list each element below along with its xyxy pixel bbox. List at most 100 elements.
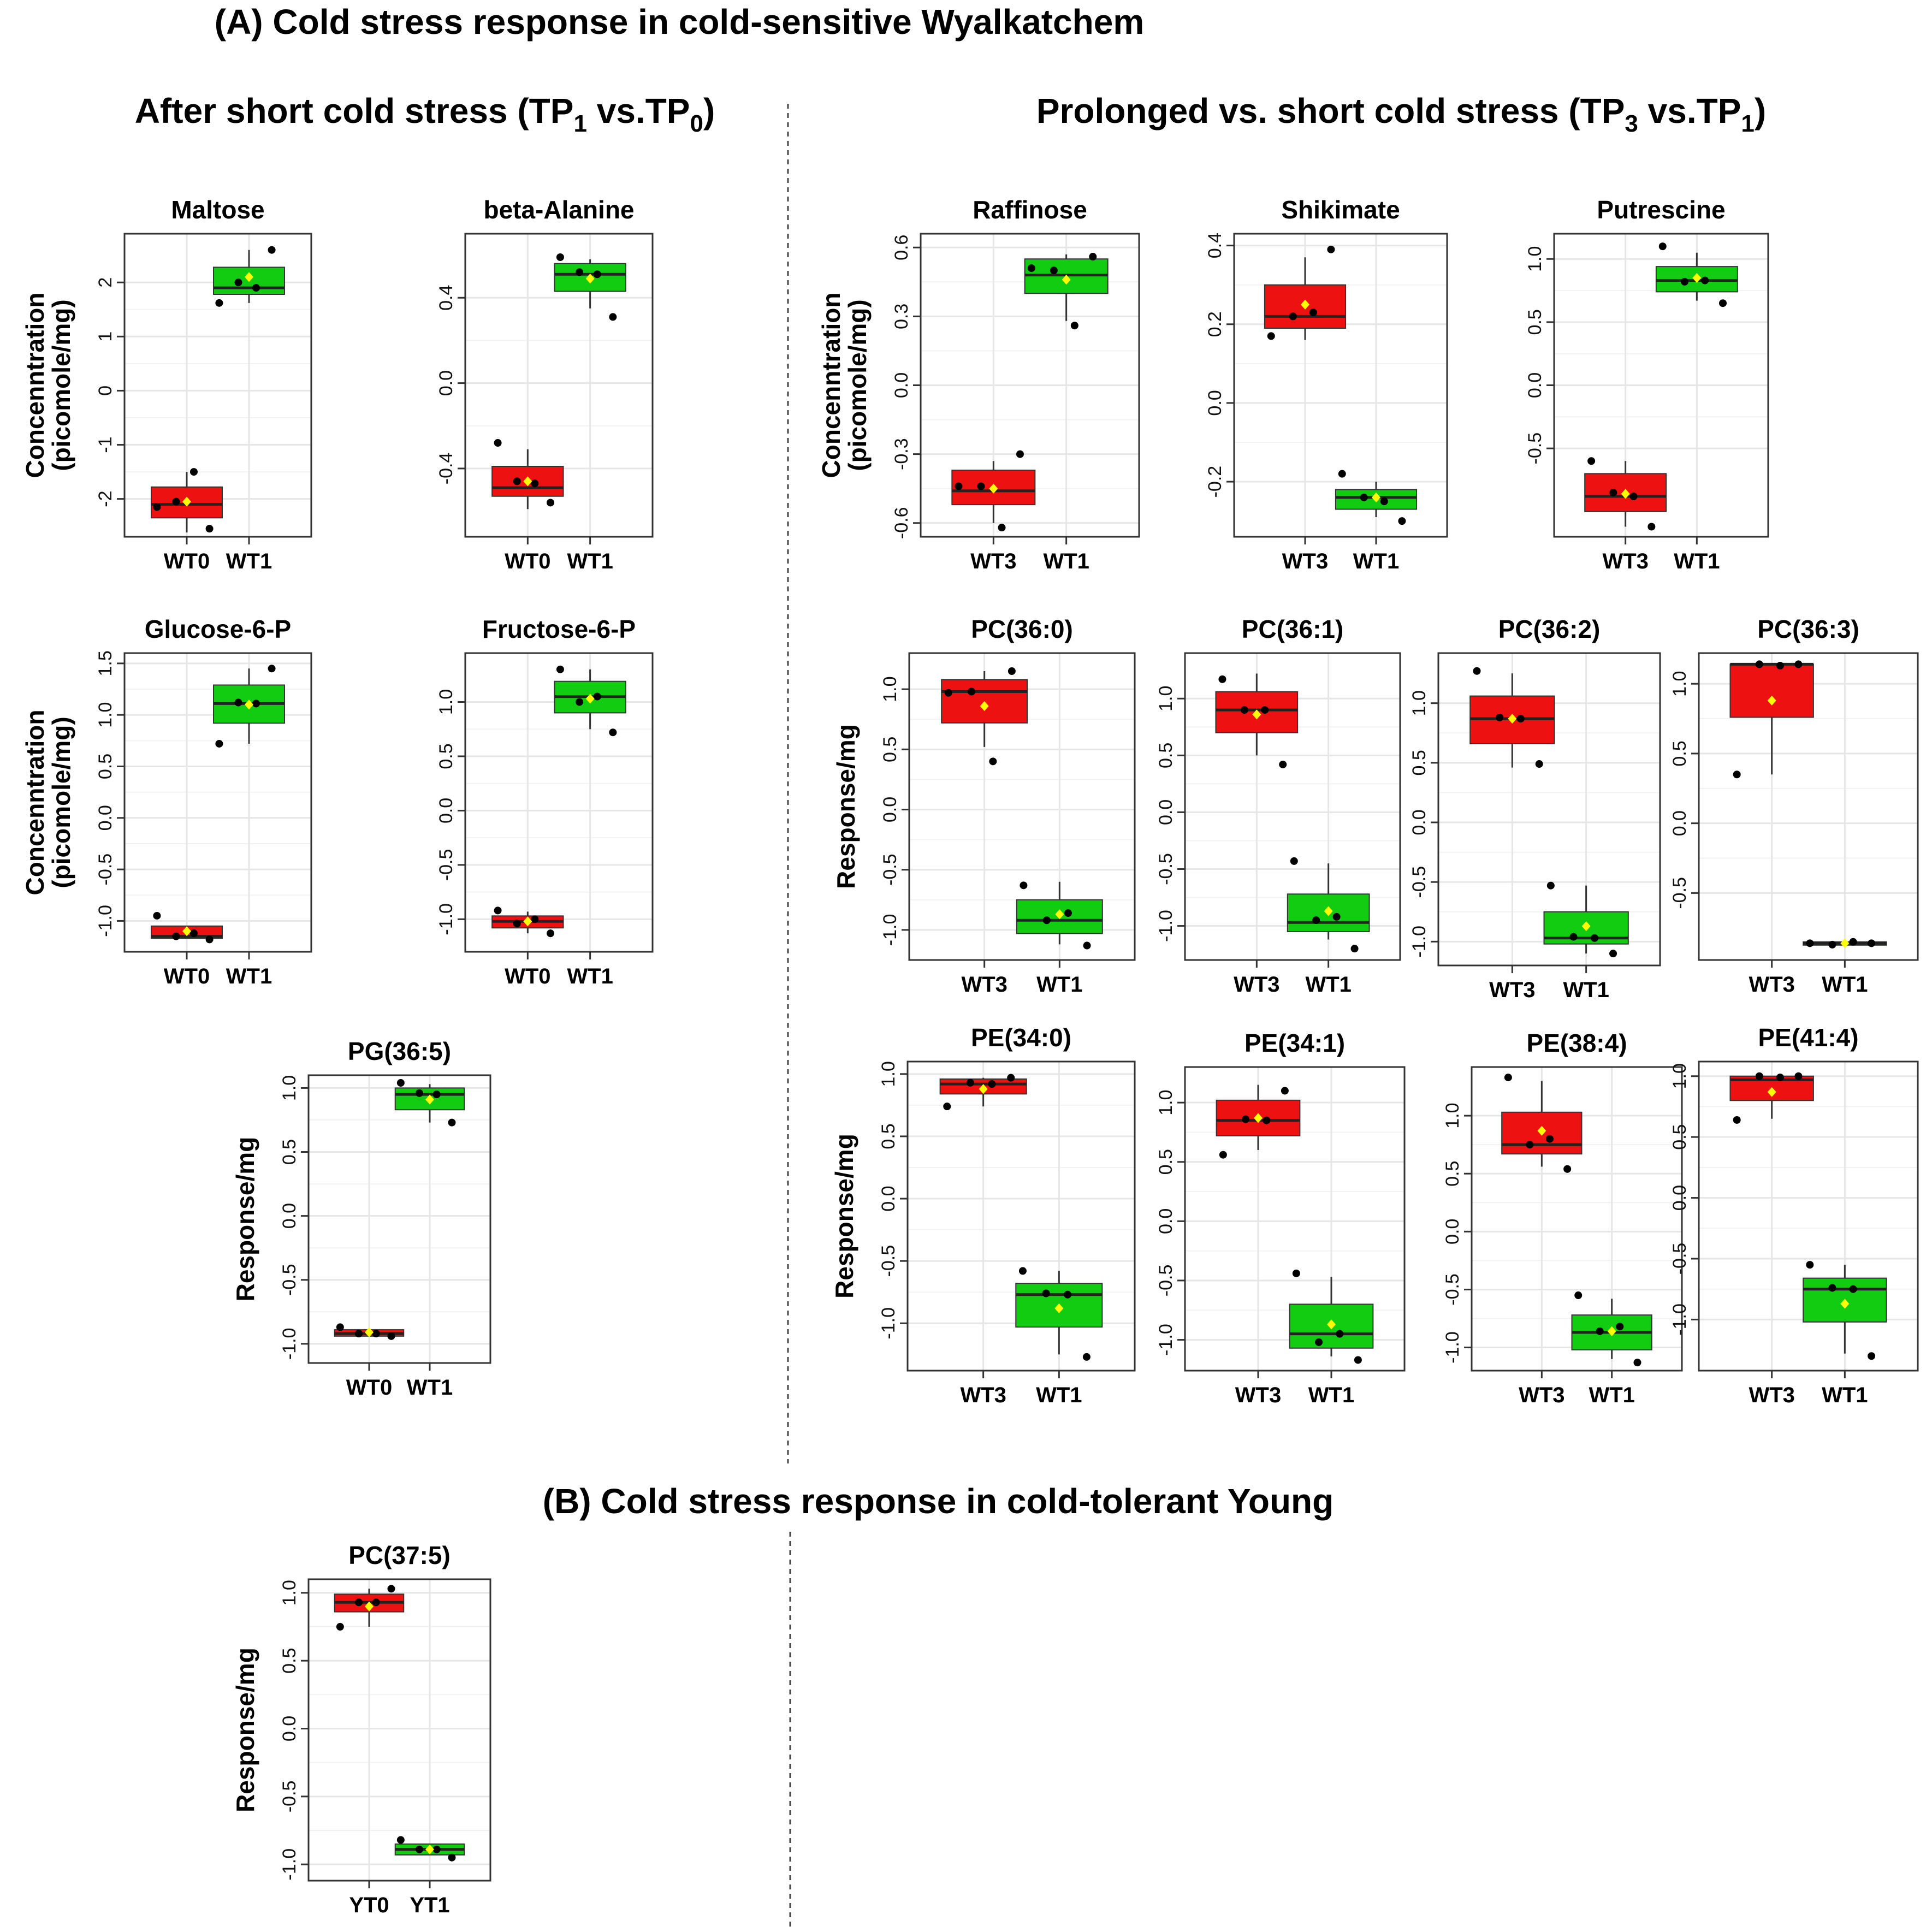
box-WT3	[1729, 660, 1814, 779]
data-point	[1616, 1323, 1624, 1331]
y-tick-label: 0.0	[1525, 372, 1545, 398]
data-point	[1083, 941, 1091, 950]
data-point	[215, 299, 223, 307]
y-tick-label: 1.0	[279, 1580, 300, 1605]
chart-title: beta-Alanine	[483, 195, 634, 224]
data-point	[531, 479, 539, 488]
x-tick-label: WT3	[1282, 549, 1328, 573]
data-point	[1042, 916, 1051, 924]
y-tick-label: 0.6	[891, 235, 912, 260]
box-WT0	[491, 439, 564, 509]
y-tick-label: -0.5	[1669, 1243, 1690, 1275]
data-point	[1849, 938, 1857, 946]
chart-title: Maltose	[171, 195, 264, 224]
x-tick-label: WT3	[970, 549, 1016, 573]
chart-title: PE(41:4)	[1758, 1023, 1858, 1052]
mean-marker	[1254, 1113, 1263, 1123]
data-point	[1526, 1141, 1534, 1149]
y-tick-label: -0.2	[1205, 466, 1225, 498]
data-point	[1596, 1327, 1604, 1335]
box-WT3	[951, 450, 1036, 532]
y-tick-label: 0.0	[880, 797, 900, 822]
data-point	[268, 665, 276, 673]
box-WT1	[1803, 1261, 1887, 1360]
box-WT1	[1543, 881, 1629, 958]
data-point	[1070, 322, 1078, 330]
plot-frame	[906, 1060, 1136, 1372]
data-point	[1828, 940, 1836, 949]
x-tick-label: WT3	[960, 1383, 1006, 1407]
data-point	[556, 665, 564, 673]
data-point	[1658, 242, 1667, 251]
mean-marker	[1840, 938, 1850, 949]
subtitle-right-main: Prolonged vs. short cold stress (TP	[1036, 91, 1625, 131]
y-tick-label: 0.0	[1442, 1219, 1463, 1244]
box-WT1	[1015, 1267, 1103, 1361]
y-tick-label: 0.0	[1155, 1208, 1176, 1234]
subtitle-left-sub1: 1	[573, 110, 586, 137]
x-tick-label: WT0	[164, 964, 210, 988]
box-WT3	[1264, 245, 1347, 340]
data-point	[944, 689, 952, 697]
data-point	[593, 692, 601, 701]
mean-marker	[182, 496, 191, 507]
data-point	[1569, 933, 1578, 941]
y-tick-label: 1.0	[1155, 1090, 1176, 1116]
data-point	[1504, 1074, 1512, 1082]
data-point	[1516, 715, 1525, 723]
y-tick-label: 0.0	[1669, 1185, 1690, 1211]
plot-frame	[1698, 652, 1919, 961]
y-axis-label: Response/mg	[832, 724, 860, 889]
chart-title: PE(38:4)	[1526, 1029, 1627, 1057]
mean-marker	[1581, 921, 1591, 931]
chart-title: PC(36:0)	[971, 615, 1073, 643]
box-WT3	[941, 667, 1028, 766]
data-point	[234, 698, 242, 707]
mean-marker	[1301, 299, 1309, 310]
y-tick-label: 1.0	[1669, 671, 1690, 697]
y-tick-label: 0.5	[95, 754, 116, 779]
box-WT1	[1335, 470, 1418, 525]
data-point	[1794, 660, 1803, 668]
mean-marker	[1840, 1299, 1850, 1309]
mean-marker	[1372, 492, 1380, 502]
data-point	[1806, 939, 1814, 947]
y-axis-label: Concenntration	[817, 293, 845, 478]
data-point	[387, 1585, 395, 1593]
y-tick-label: 0.0	[1669, 810, 1690, 836]
data-point	[1398, 517, 1406, 525]
plot-frame	[908, 652, 1136, 961]
plot-frame	[123, 233, 312, 538]
mean-marker	[245, 700, 253, 710]
data-point	[1290, 857, 1298, 865]
data-point	[1806, 1261, 1814, 1269]
chart-title: Shikimate	[1281, 195, 1400, 224]
data-point	[1535, 760, 1543, 768]
box-WT1	[554, 665, 626, 737]
data-point	[955, 482, 963, 490]
subtitle-right-end: )	[1755, 91, 1766, 131]
x-tick-label: WT3	[961, 973, 1007, 997]
y-tick-label: 0.5	[279, 1139, 300, 1165]
plot-frame	[123, 652, 312, 953]
mean-marker	[1621, 489, 1630, 499]
mean-marker	[1062, 275, 1071, 285]
data-point	[1473, 667, 1481, 675]
data-point	[1042, 1289, 1050, 1297]
y-tick-label: 0.0	[279, 1203, 300, 1229]
data-point	[989, 757, 997, 766]
y-tick-label: 0.0	[279, 1716, 300, 1741]
x-tick-label: WT1	[1036, 973, 1082, 997]
chart-3: -0.2 0.0 0.2 0.4 WT3 WT1 Shikimate	[1205, 195, 1448, 573]
chart-title: Raffinose	[973, 195, 1087, 224]
chart-title: PC(36:3)	[1757, 615, 1859, 643]
y-tick-label: -0.5	[1155, 1265, 1176, 1297]
data-point	[372, 1330, 380, 1338]
y-tick-label: 0.0	[1409, 809, 1430, 835]
plot-frame	[307, 1074, 491, 1364]
y-axis-label: Response/mg	[231, 1647, 259, 1812]
subtitle-right-mid: vs.TP	[1638, 91, 1741, 131]
data-point	[252, 700, 260, 708]
data-point	[531, 915, 539, 923]
